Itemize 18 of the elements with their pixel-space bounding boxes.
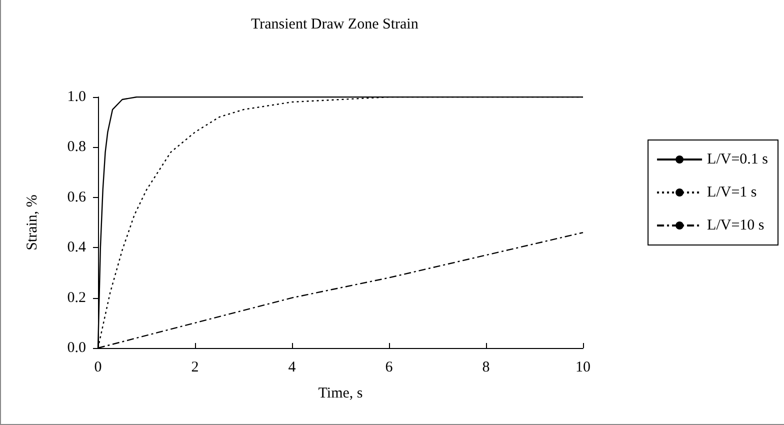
legend-label: L/V=0.1 s <box>707 152 768 168</box>
x-tick-label: 8 <box>482 360 490 376</box>
y-tick-label: 0.8 <box>67 139 86 156</box>
x-tick-label: 10 <box>576 360 590 376</box>
x-tick-label: 0 <box>94 360 102 376</box>
y-tick-label: 0.2 <box>67 290 86 306</box>
legend-label: L/V=10 s <box>707 218 764 234</box>
legend-label: L/V=1 s <box>707 184 757 200</box>
y-tick-label: 1.0 <box>67 89 86 105</box>
x-tick-label: 2 <box>191 360 199 376</box>
x-axis-title: Time, s <box>318 386 363 402</box>
y-axis-title: Strain, % <box>24 194 40 250</box>
chart-title: Transient Draw Zone Strain <box>251 16 419 32</box>
x-tick-label: 4 <box>288 360 296 376</box>
y-tick-label: 0.4 <box>67 240 86 256</box>
y-tick-label: 0.6 <box>67 189 86 206</box>
x-tick-label: 6 <box>385 360 394 376</box>
y-tick-label: 0.0 <box>67 340 86 356</box>
